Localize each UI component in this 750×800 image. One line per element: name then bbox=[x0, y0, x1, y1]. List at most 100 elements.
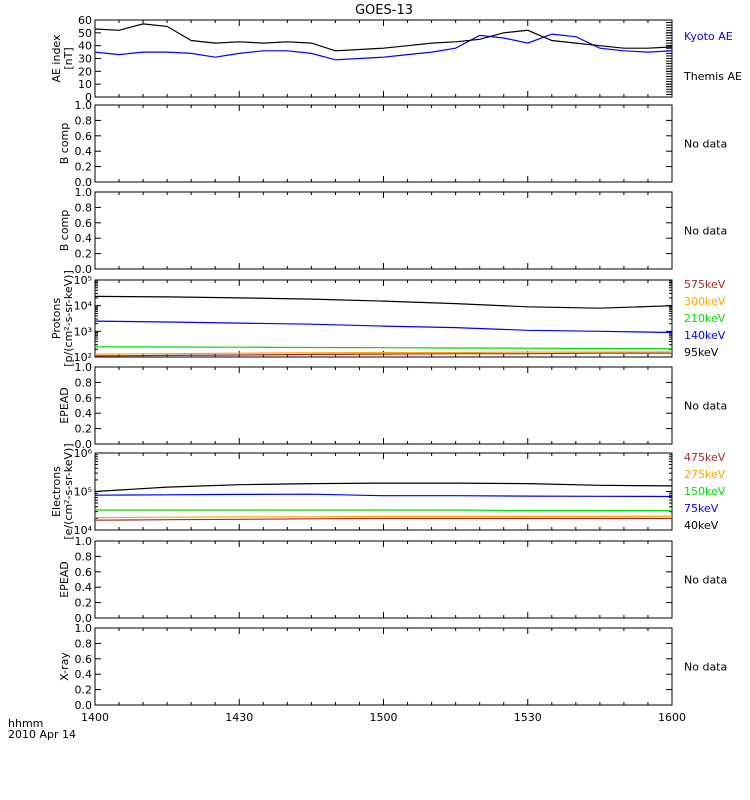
legend-label: 275keV bbox=[684, 468, 726, 481]
panel-7: 0.0 0.2 0.4 0.6 0.8 1.0 EPEAD No data bbox=[58, 535, 727, 625]
y-axis-label: AE index bbox=[50, 34, 63, 83]
series-line-75kev bbox=[94, 493, 673, 498]
series-line-575kev bbox=[94, 352, 672, 357]
panel-frame bbox=[94, 627, 673, 706]
date-label: 2010 Apr 14 bbox=[8, 728, 76, 741]
y-axis-label: [e/(cm²-s-sr-keV)] bbox=[62, 443, 75, 539]
panel-6: 10⁴ 10⁵ 10⁶ Electrons [e/(cm²-s-sr-keV)] 475k… bbox=[50, 443, 726, 539]
y-tick-label: 0.2 bbox=[75, 597, 93, 610]
y-tick-label: 60 bbox=[78, 14, 92, 27]
panel-frame bbox=[94, 19, 673, 98]
no-data-label: No data bbox=[684, 225, 727, 238]
y-axis-label: X-ray bbox=[58, 652, 71, 681]
legend-label: 75keV bbox=[684, 502, 719, 515]
y-tick-label: 10³ bbox=[74, 325, 92, 338]
panel-frame bbox=[94, 191, 673, 270]
panel-frame bbox=[94, 104, 673, 183]
x-tick-label: 1530 bbox=[514, 711, 542, 724]
y-tick-label: 0.4 bbox=[75, 668, 93, 681]
panel-5: 0.0 0.2 0.4 0.6 0.8 1.0 EPEAD No data bbox=[58, 361, 727, 451]
y-tick-label: 0.2 bbox=[75, 423, 93, 436]
y-tick-label: 0.0 bbox=[75, 176, 93, 189]
y-tick-label: 10 bbox=[78, 78, 92, 91]
panel-8: 0.0 0.2 0.4 0.6 0.8 1.0 X-ray No data bbox=[58, 622, 727, 712]
y-tick-label: 0.4 bbox=[75, 581, 93, 594]
y-tick-label: 10⁴ bbox=[74, 524, 93, 537]
y-tick-label: 0.8 bbox=[75, 550, 93, 563]
no-data-label: No data bbox=[684, 138, 727, 151]
time-axis: 1400 1430 1500 1530 1600 bbox=[81, 711, 686, 724]
y-tick-label: 0.8 bbox=[75, 201, 93, 214]
series-line-themis-ae bbox=[94, 23, 673, 52]
y-tick-label: 10² bbox=[74, 351, 92, 364]
y-tick-label: 0.8 bbox=[75, 376, 93, 389]
panel-frame bbox=[94, 366, 673, 445]
no-data-label: No data bbox=[684, 661, 727, 674]
y-axis-label: [nT] bbox=[62, 47, 75, 69]
no-data-label: No data bbox=[684, 574, 727, 587]
x-tick-label: 1400 bbox=[81, 711, 109, 724]
legend-label: 150keV bbox=[684, 485, 726, 498]
legend-label: Themis AE bbox=[683, 70, 742, 83]
legend-label: 300keV bbox=[684, 295, 726, 308]
y-tick-label: 0.6 bbox=[75, 217, 93, 230]
legend-label: 140keV bbox=[684, 329, 726, 342]
x-tick-label: 1430 bbox=[225, 711, 253, 724]
legend-label: 40keV bbox=[684, 519, 719, 532]
y-tick-label: 10⁶ bbox=[74, 447, 93, 460]
y-tick-label: 0.0 bbox=[75, 612, 93, 625]
y-tick-label: 0.8 bbox=[75, 114, 93, 127]
panel-4: 10² 10³ 10⁴ 10⁵ Protons [p/(cm²-s-sr-keV)] 575… bbox=[50, 270, 726, 367]
y-tick-label: 10⁴ bbox=[74, 300, 93, 313]
series-line-275kev bbox=[94, 515, 673, 519]
y-axis-label: EPEAD bbox=[58, 387, 71, 424]
y-tick-label: 0.8 bbox=[75, 637, 93, 650]
y-axis-label: [p/(cm²-s-sr-keV)] bbox=[62, 270, 75, 367]
y-tick-label: 1.0 bbox=[75, 535, 93, 548]
series-line-475kev bbox=[94, 517, 672, 521]
y-tick-label: 1.0 bbox=[75, 99, 93, 112]
legend-label: Kyoto AE bbox=[684, 30, 733, 43]
y-tick-label: 0.0 bbox=[75, 438, 93, 451]
series-line-210kev bbox=[94, 346, 673, 350]
y-tick-label: 0.2 bbox=[75, 248, 93, 261]
y-tick-label: 0.4 bbox=[75, 232, 93, 245]
series-line-95kev bbox=[94, 295, 673, 309]
y-tick-label: 0.4 bbox=[75, 145, 93, 158]
x-tick-label: 1600 bbox=[658, 711, 686, 724]
panel-3: 0.0 0.2 0.4 0.6 0.8 1.0 B comp No data bbox=[58, 186, 727, 276]
y-tick-label: 1.0 bbox=[75, 361, 93, 374]
y-tick-label: 40 bbox=[78, 40, 92, 53]
panel-2: 0.0 0.2 0.4 0.6 0.8 1.0 B comp No data bbox=[58, 99, 727, 189]
x-tick-label: 1500 bbox=[370, 711, 398, 724]
y-tick-label: 0.0 bbox=[75, 699, 93, 712]
y-tick-label: 1.0 bbox=[75, 186, 93, 199]
series-line-140kev bbox=[94, 320, 673, 334]
y-tick-label: 0.0 bbox=[75, 263, 93, 276]
y-tick-label: 10⁵ bbox=[74, 274, 92, 287]
figure-title: GOES-13 bbox=[355, 3, 413, 18]
y-axis-label: Protons bbox=[50, 298, 63, 339]
y-tick-label: 1.0 bbox=[75, 622, 93, 635]
y-tick-label: 10⁵ bbox=[74, 486, 92, 499]
panel-frame bbox=[94, 540, 673, 619]
panel-frame bbox=[94, 279, 673, 358]
no-data-label: No data bbox=[684, 400, 727, 413]
y-tick-label: 0.6 bbox=[75, 392, 93, 405]
y-tick-label: 30 bbox=[78, 53, 92, 66]
legend-label: 475keV bbox=[684, 451, 726, 464]
y-tick-label: 20 bbox=[78, 65, 92, 78]
y-tick-label: 0.4 bbox=[75, 407, 93, 420]
series-line-300kev bbox=[94, 351, 673, 355]
y-tick-label: 50 bbox=[78, 27, 92, 40]
legend-label: 575keV bbox=[684, 278, 726, 291]
y-tick-label: 0.6 bbox=[75, 653, 93, 666]
y-tick-label: 0.2 bbox=[75, 684, 93, 697]
legend-label: 95keV bbox=[684, 346, 719, 359]
y-axis-label: B comp bbox=[58, 123, 71, 165]
y-tick-label: 0.6 bbox=[75, 130, 93, 143]
y-tick-label: 0.6 bbox=[75, 566, 93, 579]
